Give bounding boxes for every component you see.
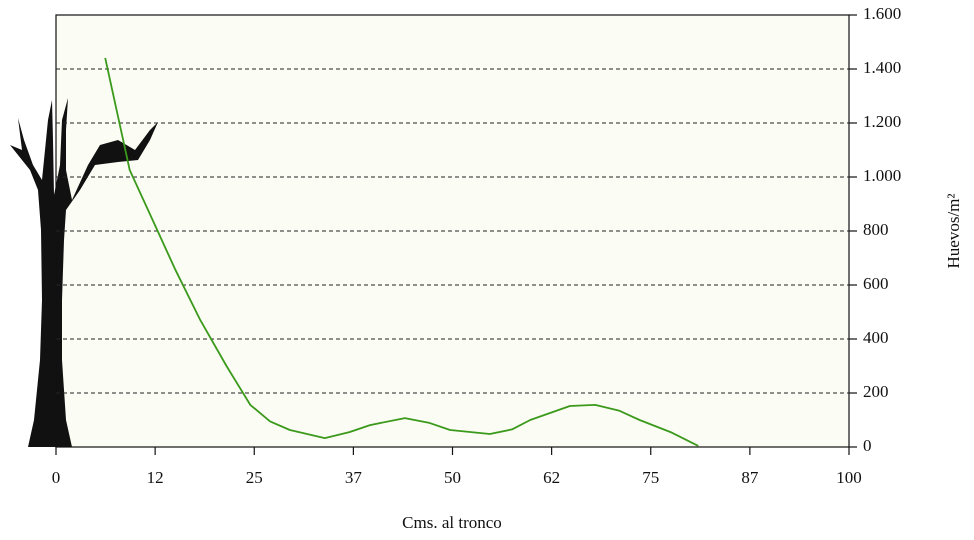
y-tick-label: 600: [863, 274, 889, 293]
data-line: [104, 57, 699, 447]
x-tick-label: 0: [52, 468, 61, 487]
x-tick-label: 100: [836, 468, 862, 487]
x-tick-label: 25: [246, 468, 263, 487]
x-axis-label: Cms. al tronco: [402, 513, 502, 532]
y-tick-label: 1.200: [863, 112, 901, 131]
y-tick-label: 1.600: [863, 4, 901, 23]
x-tick-label: 75: [642, 468, 659, 487]
y-axis-label: Huevos/m²: [944, 194, 963, 269]
x-tick-label: 50: [444, 468, 461, 487]
y-tick-label: 1.000: [863, 166, 901, 185]
x-tick-label: 12: [147, 468, 164, 487]
y-tick-label: 800: [863, 220, 889, 239]
tree-silhouette: [10, 98, 158, 447]
x-tick-label: 87: [741, 468, 759, 487]
y-tick-label: 1.400: [863, 58, 901, 77]
x-tick-label: 62: [543, 468, 560, 487]
y-tick-label: 0: [863, 436, 872, 455]
y-tick-label: 400: [863, 328, 889, 347]
y-tick-label: 200: [863, 382, 889, 401]
x-tick-label: 37: [345, 468, 363, 487]
